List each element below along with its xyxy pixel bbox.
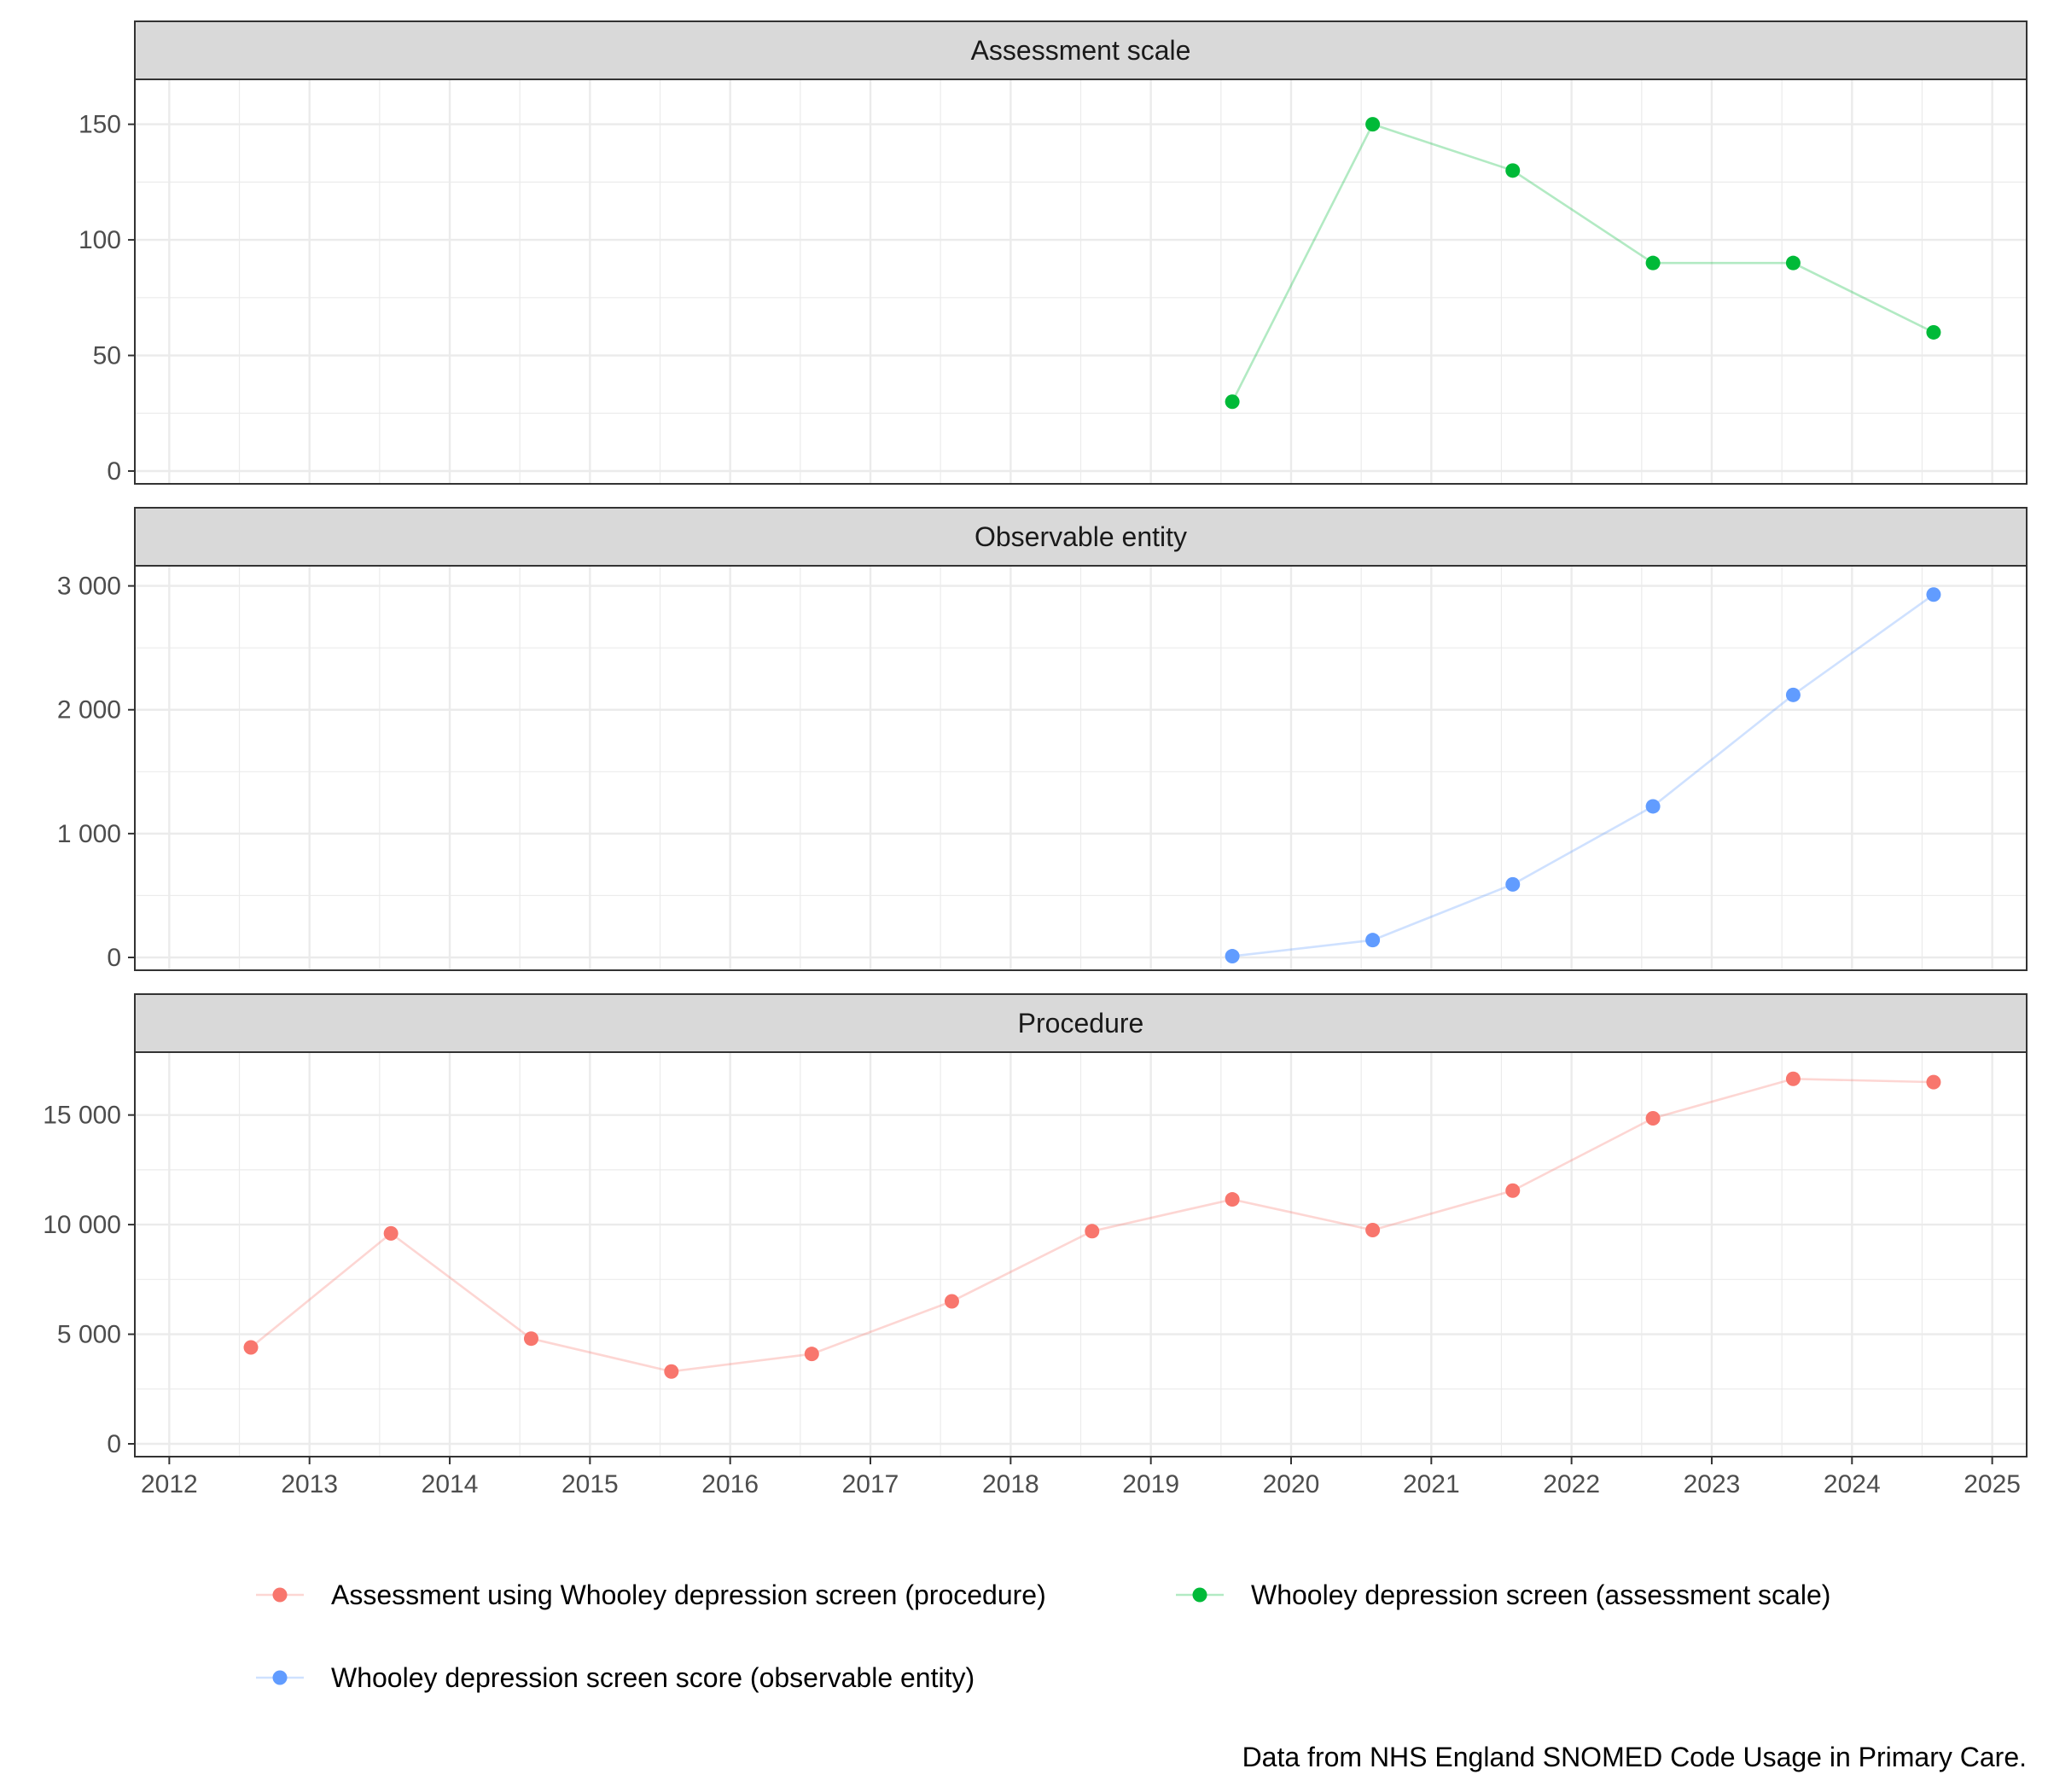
data-point	[1365, 117, 1381, 132]
data-point	[1645, 1111, 1661, 1126]
legend-item: Whooley depression screen (assessment sc…	[1176, 1580, 1830, 1610]
facet-panel: Observable entity 0 1 000 2 000 3 000	[57, 507, 2028, 972]
legend-key-point	[1192, 1587, 1207, 1603]
data-point	[1225, 394, 1240, 410]
data-point	[664, 1364, 679, 1379]
x-tick-label: 2016	[701, 1470, 759, 1498]
x-tick-label: 2020	[1263, 1470, 1320, 1498]
data-point	[1645, 799, 1661, 814]
facet-title: Observable entity	[975, 521, 1187, 552]
data-point	[1645, 255, 1661, 271]
x-tick-label: 2018	[982, 1470, 1039, 1498]
y-tick-label: 2 000	[57, 696, 121, 724]
x-tick-label: 2013	[281, 1470, 338, 1498]
x-tick-label: 2017	[842, 1470, 899, 1498]
legend-label: Whooley depression screen (assessment sc…	[1251, 1580, 1830, 1610]
data-point	[1926, 1074, 1941, 1090]
facet-title: Procedure	[1018, 1008, 1144, 1039]
data-point	[1365, 1223, 1381, 1238]
x-tick-label: 2021	[1403, 1470, 1460, 1498]
data-point	[1926, 587, 1941, 602]
x-tick-label: 2025	[1964, 1470, 2021, 1498]
y-tick-label: 0	[107, 1430, 121, 1458]
facet-panel: Procedure 0 5 000 10 000 15 000	[43, 993, 2028, 1458]
data-point	[1505, 876, 1521, 892]
data-point	[1365, 933, 1381, 948]
facet-strip	[134, 507, 2028, 567]
legend-key-point	[272, 1587, 288, 1603]
y-tick-label: 150	[79, 111, 121, 139]
series-line	[1231, 593, 1935, 957]
data-point	[804, 1347, 819, 1362]
facet-panel: Assessment scale 0 50 100 150	[79, 20, 2028, 486]
data-point	[243, 1340, 259, 1355]
x-tick-label: 2023	[1684, 1470, 1741, 1498]
facet-strip	[134, 993, 2028, 1053]
x-axis: 2012 2013 2014 2015 2016 2017 2018 2019 2020 2021…	[141, 1457, 2021, 1498]
y-tick-label: 10 000	[43, 1211, 121, 1239]
y-tick-label: 50	[93, 342, 121, 370]
y-tick-label: 5 000	[57, 1321, 121, 1349]
x-tick-label: 2014	[422, 1470, 479, 1498]
series-line	[1231, 123, 1935, 403]
data-point	[1225, 1192, 1240, 1207]
x-tick-label: 2019	[1122, 1470, 1179, 1498]
x-tick-label: 2024	[1824, 1470, 1881, 1498]
data-point	[383, 1225, 399, 1241]
x-tick-label: 2015	[561, 1470, 619, 1498]
x-tick-label: 2022	[1543, 1470, 1600, 1498]
legend-label: Whooley depression screen score (observa…	[331, 1662, 975, 1693]
legend: Assessment using Whooley depression scre…	[256, 1580, 1830, 1693]
y-tick-label: 15 000	[43, 1102, 121, 1130]
data-point	[1505, 1183, 1521, 1198]
data-point	[1785, 1071, 1801, 1086]
y-tick-label: 0	[107, 457, 121, 486]
data-point	[944, 1294, 959, 1309]
data-point	[1085, 1224, 1100, 1239]
y-tick-label: 100	[79, 226, 121, 254]
data-point	[1225, 949, 1240, 964]
legend-item: Assessment using Whooley depression scre…	[256, 1580, 1046, 1610]
x-tick-label: 2012	[141, 1470, 198, 1498]
facet-title: Assessment scale	[971, 35, 1191, 66]
facet-panels: Assessment scale 0 50 100 150 Observable enti…	[43, 20, 2028, 1458]
data-point	[1785, 687, 1801, 702]
y-tick-label: 1 000	[57, 820, 121, 848]
data-point	[1785, 255, 1801, 271]
chart-caption: Data from NHS England SNOMED Code Usage …	[1242, 1742, 2027, 1772]
legend-item: Whooley depression screen score (observa…	[256, 1662, 975, 1693]
facet-strip	[134, 20, 2028, 80]
data-point	[523, 1331, 538, 1347]
legend-label: Assessment using Whooley depression scre…	[331, 1580, 1046, 1610]
y-tick-label: 3 000	[57, 573, 121, 601]
data-point	[1505, 163, 1521, 178]
y-tick-label: 0	[107, 944, 121, 972]
legend-key-point	[272, 1670, 288, 1685]
data-point	[1926, 324, 1941, 340]
